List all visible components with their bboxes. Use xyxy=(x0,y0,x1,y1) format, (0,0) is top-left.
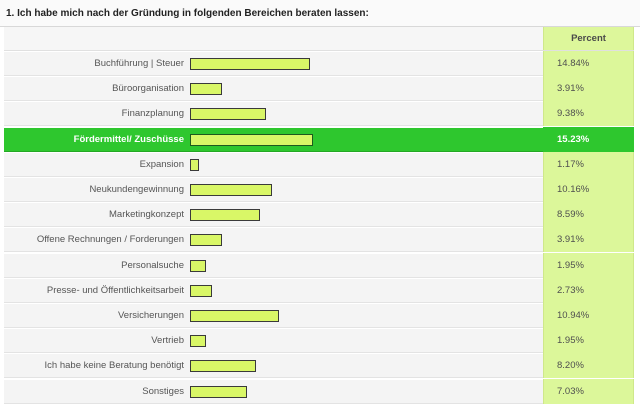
bar xyxy=(190,360,256,373)
bar xyxy=(190,310,279,322)
percent-value: 3.91% xyxy=(543,76,634,102)
category-label: Versicherungen xyxy=(117,310,184,321)
table-row: Expansion 1.17% xyxy=(4,151,634,177)
bar xyxy=(190,259,206,272)
category-label: Ich habe keine Beratung benötigt xyxy=(44,360,184,372)
table-row: Fördermittel/ Zuschüsse 15.23% xyxy=(4,126,634,152)
bar xyxy=(190,133,313,146)
percent-value: 9.38% xyxy=(543,101,634,127)
percent-column-header: Percent xyxy=(543,27,634,50)
bar xyxy=(190,184,272,196)
table-row: Vertrieb 1.95% xyxy=(4,328,634,354)
percent-value: 15.23% xyxy=(543,126,634,152)
category-label: Buchführung | Steuer xyxy=(94,58,184,69)
category-label: Offene Rechnungen / Forderungen xyxy=(36,234,184,246)
category-label: Presse- und Öffentlichkeitsarbeit xyxy=(46,284,184,296)
percent-value: 10.16% xyxy=(543,177,634,202)
table-row: Finanzplanung 9.38% xyxy=(4,101,634,127)
bar xyxy=(190,83,222,96)
category-label: Vertrieb xyxy=(151,335,184,347)
table-row: Ich habe keine Beratung benötigt 8.20% xyxy=(4,353,634,379)
table-row: Büroorganisation 3.91% xyxy=(4,76,634,102)
question-title: 1. Ich habe mich nach der Gründung in fo… xyxy=(0,0,640,27)
table-row: Marketingkonzept 8.59% xyxy=(4,202,634,228)
percent-value: 8.20% xyxy=(543,353,634,379)
bar xyxy=(190,108,266,121)
table-row: Presse- und Öffentlichkeitsarbeit 2.73% xyxy=(4,277,634,303)
category-label: Marketingkonzept xyxy=(109,209,184,221)
bar xyxy=(190,234,222,247)
percent-value: 8.59% xyxy=(543,202,634,228)
percent-value: 10.94% xyxy=(543,303,634,328)
bar xyxy=(190,335,206,348)
category-label: Sonstiges xyxy=(142,385,184,397)
percent-value: 3.91% xyxy=(543,227,634,253)
percent-value: 14.84% xyxy=(543,51,634,76)
percent-value: 1.95% xyxy=(543,252,634,278)
category-label: Büroorganisation xyxy=(112,83,184,95)
bar xyxy=(190,284,212,297)
category-label: Expansion xyxy=(139,158,184,170)
bar xyxy=(190,58,310,70)
bar xyxy=(190,385,247,398)
table-row: Buchführung | Steuer 14.84% xyxy=(4,51,634,76)
category-label: Neukundengewinnung xyxy=(89,184,184,195)
percent-value: 1.95% xyxy=(543,328,634,354)
category-label: Finanzplanung xyxy=(121,108,184,120)
percent-value: 7.03% xyxy=(543,378,634,404)
table-row: Neukundengewinnung 10.16% xyxy=(4,177,634,202)
table-row: Offene Rechnungen / Forderungen 3.91% xyxy=(4,227,634,253)
bar xyxy=(190,158,199,171)
category-label: Fördermittel/ Zuschüsse xyxy=(73,133,184,145)
table-header: Percent xyxy=(4,27,634,51)
percent-value: 1.17% xyxy=(543,151,634,177)
category-label: Personalsuche xyxy=(121,259,184,271)
bar xyxy=(190,209,260,222)
table-row: Personalsuche 1.95% xyxy=(4,252,634,278)
table-row: Versicherungen 10.94% xyxy=(4,303,634,328)
percent-value: 2.73% xyxy=(543,277,634,303)
table-row: Sonstiges 7.03% xyxy=(4,378,634,404)
